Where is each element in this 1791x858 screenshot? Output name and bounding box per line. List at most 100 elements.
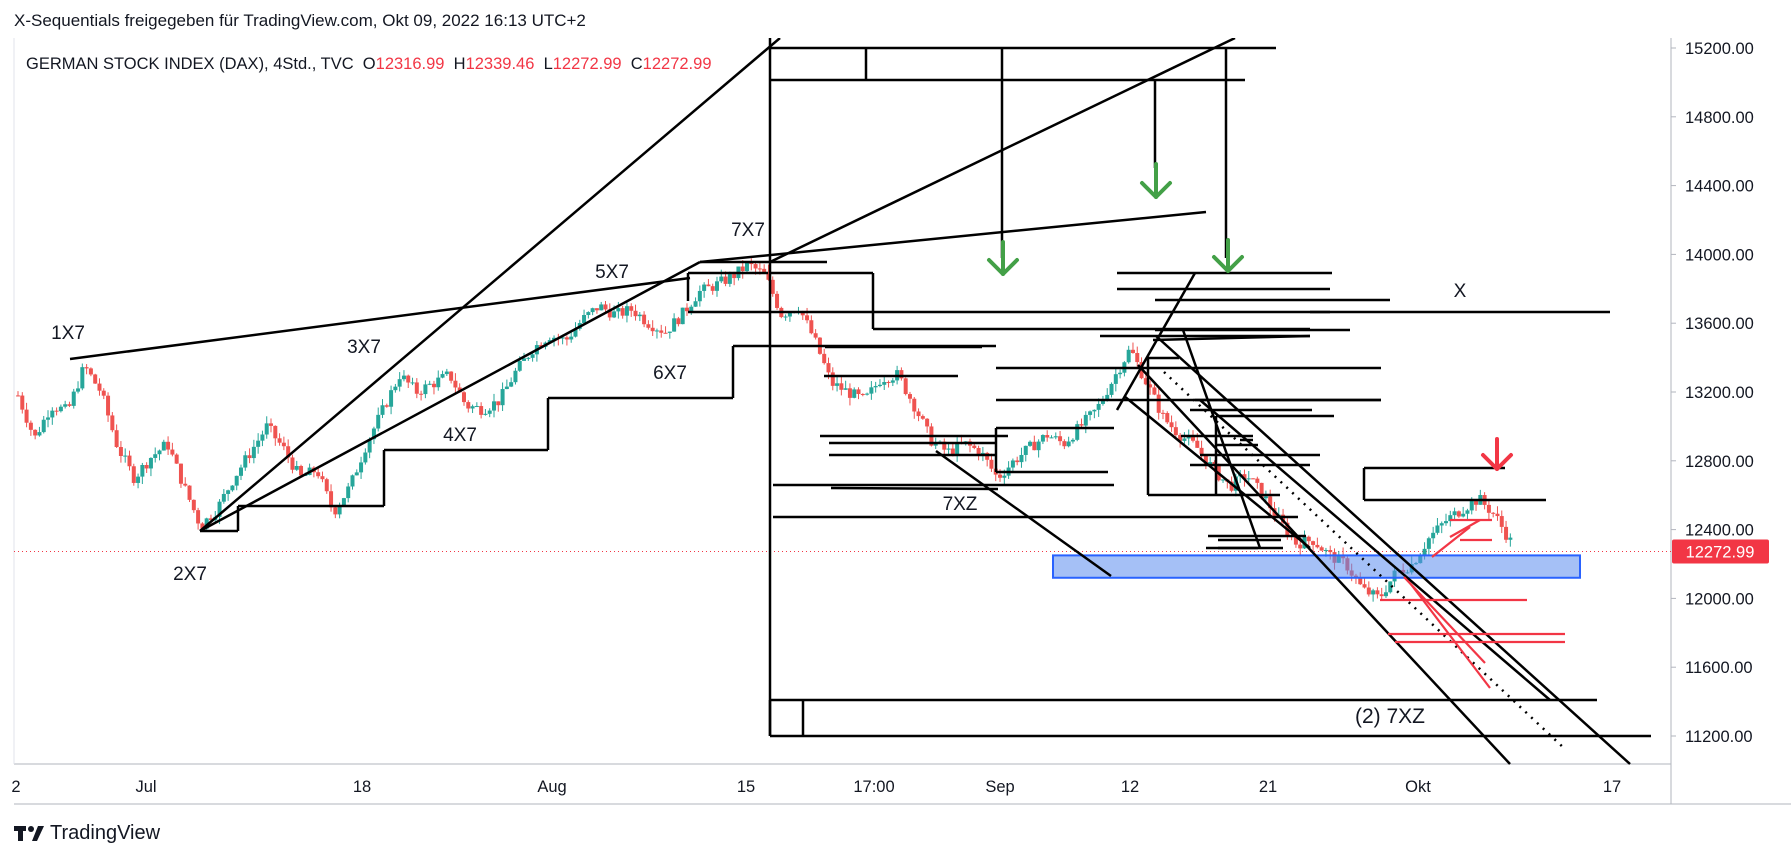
y-tick-label: 13600.00: [1685, 315, 1754, 333]
candle-body: [251, 446, 256, 459]
y-tick-label: 11200.00: [1685, 728, 1753, 746]
candle-body: [363, 452, 368, 463]
candle-body: [985, 452, 990, 460]
candle-body: [277, 438, 282, 443]
candle-body: [573, 328, 578, 337]
chart-frame-lines: [13, 38, 1791, 805]
candle-body: [629, 306, 634, 311]
candle-body: [183, 483, 188, 486]
candle-body: [1143, 378, 1148, 385]
candle-body: [1152, 387, 1157, 395]
candle-body: [1255, 478, 1260, 483]
low-value: 12272.99: [552, 55, 622, 73]
candle-body: [839, 383, 844, 390]
tradingview-logo[interactable]: TradingView: [14, 820, 160, 846]
candle-body: [860, 394, 865, 396]
candle-body: [1015, 460, 1020, 463]
candle-body: [144, 464, 149, 469]
candle-body: [24, 409, 29, 423]
candle-body: [775, 293, 780, 308]
candle-body: [783, 316, 788, 318]
candle-body: [1448, 515, 1453, 522]
candle-body: [1010, 460, 1015, 468]
wave-label: 4X7: [443, 425, 477, 446]
candle-body: [1195, 440, 1200, 448]
candle-body: [101, 390, 106, 396]
last-price-label: 12272.99: [1686, 543, 1755, 561]
candle-body: [1148, 384, 1153, 388]
candle-body: [517, 360, 522, 371]
red-target-line: [1449, 519, 1481, 538]
candle-body: [80, 367, 85, 389]
trend-line: [199, 38, 781, 532]
candle-body: [770, 279, 775, 294]
candle-body: [663, 332, 668, 334]
candle-body: [123, 455, 128, 457]
candle-body: [423, 384, 428, 395]
candle-body: [1088, 411, 1093, 415]
x-tick-label: Aug: [537, 778, 566, 796]
candle-body: [431, 383, 436, 388]
candle-body: [646, 324, 651, 328]
candle-body: [1362, 584, 1367, 588]
candle-body: [1028, 441, 1033, 446]
candle-body: [88, 368, 93, 375]
candle-body: [1263, 496, 1268, 499]
trend-line: [1199, 399, 1551, 701]
x-tick-label: 17:00: [853, 778, 894, 796]
candle-body: [1092, 409, 1097, 412]
candle-body: [1268, 496, 1273, 509]
candle-body: [697, 290, 702, 302]
candle-body: [1135, 353, 1140, 363]
candle-body: [800, 311, 805, 316]
candle-body: [286, 446, 291, 458]
candle-body: [1130, 349, 1135, 354]
candle-body: [852, 389, 857, 398]
candle-body: [1173, 427, 1178, 436]
trend-line: [1137, 364, 1511, 765]
candle-body: [28, 422, 33, 430]
candle-body: [1293, 536, 1298, 545]
candle-body: [1439, 523, 1444, 526]
candle-body: [346, 486, 351, 499]
candle-body: [359, 462, 364, 473]
candle-body: [916, 411, 921, 417]
candle-body: [740, 266, 745, 272]
candle-body: [238, 467, 243, 476]
candle-body: [320, 476, 325, 480]
candle-body: [1083, 414, 1088, 426]
close-value: 12272.99: [642, 55, 712, 73]
candle-body: [637, 314, 642, 317]
candle-body: [539, 345, 544, 347]
candle-body: [166, 441, 171, 450]
chart-area[interactable]: 1X7 2X7 3X7 4X7 5X7 6X7 7X7 7XZ (2) 7XZ X 15200.0…: [0, 38, 1791, 810]
candle-body: [487, 410, 492, 414]
candle-body: [367, 439, 372, 453]
candle-body: [84, 367, 89, 369]
candle-body: [1113, 374, 1118, 384]
candle-body: [1499, 516, 1504, 527]
candle-body: [719, 276, 724, 282]
price-chart[interactable]: 1X7 2X7 3X7 4X7 5X7 6X7 7X7 7XZ (2) 7XZ X 15200.0…: [0, 38, 1791, 810]
candle-body: [753, 264, 758, 269]
x-tick-label: 17: [1603, 778, 1621, 796]
candle-body: [187, 485, 192, 500]
candle-body: [624, 306, 629, 316]
candle-body: [1388, 581, 1393, 593]
candle-body: [1079, 424, 1084, 426]
wave-label: 3X7: [347, 337, 381, 358]
candle-body: [153, 454, 158, 458]
candle-body: [569, 336, 574, 340]
candle-body: [1019, 454, 1024, 463]
x-tick-label: 15: [737, 778, 755, 796]
trend-line: [1181, 329, 1262, 549]
candle-body: [50, 410, 55, 418]
high-value: 12339.46: [465, 55, 535, 73]
candle-body: [727, 274, 732, 284]
candle-body: [371, 428, 376, 440]
candle-body: [1165, 413, 1170, 423]
candle-body: [440, 374, 445, 378]
candle-body: [1053, 436, 1058, 438]
candle-body: [380, 405, 385, 415]
candle-body: [410, 382, 415, 384]
